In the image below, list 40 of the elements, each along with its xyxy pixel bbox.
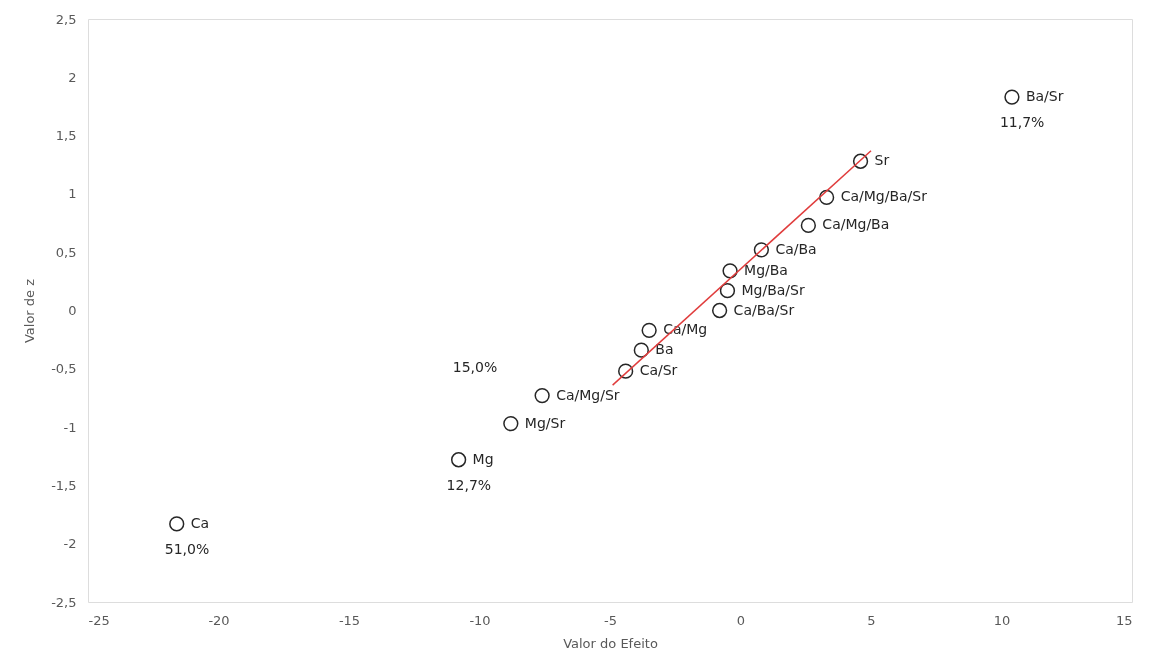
y-tick-label: 1,5 — [55, 128, 77, 144]
annotation: Ca/Ba — [775, 240, 817, 257]
x-tick-label: 10 — [993, 612, 1011, 628]
annotation: Mg/Ba/Sr — [741, 281, 805, 298]
y-tick-label: -1 — [63, 419, 77, 435]
x-tick-label: 0 — [736, 612, 746, 628]
y-axis-title: Valor de z — [22, 278, 38, 344]
annotation: Ca/Mg/Sr — [556, 386, 620, 403]
annotation: Mg — [472, 450, 494, 467]
annotation: Ca/Mg/Ba/Sr — [840, 188, 928, 205]
y-tick-label: 2 — [68, 69, 77, 85]
annotation: Ba/Sr — [1025, 88, 1064, 105]
x-tick-label: -25 — [88, 612, 110, 628]
y-tick-label: 2,5 — [55, 11, 77, 27]
annotation: Ca — [190, 514, 210, 531]
annotation: Sr — [874, 152, 890, 169]
annotation: 51,0% — [164, 540, 210, 557]
y-tick-label: 0,5 — [55, 244, 77, 260]
y-tick-label: 1 — [68, 186, 77, 202]
x-axis-title: Valor do Efeito — [563, 635, 658, 651]
annotation: 12,7% — [446, 476, 492, 493]
x-tick-label: -15 — [338, 612, 361, 628]
x-tick-label: 15 — [1115, 612, 1133, 628]
annotation: Ca/Ba/Sr — [733, 301, 795, 318]
y-tick-label: 0 — [68, 303, 77, 318]
annotation: Mg/Ba — [744, 261, 788, 278]
annotation: 11,7% — [999, 114, 1045, 131]
annotation: Ca/Sr — [639, 362, 678, 379]
x-tick-label: -10 — [469, 612, 491, 628]
annotation: 15,0% — [452, 359, 498, 375]
x-tick-label: -20 — [208, 612, 230, 628]
y-tick-label: -2 — [63, 536, 77, 552]
annotation: Mg/Sr — [524, 414, 566, 431]
annotation: Ca/Mg/Ba — [822, 216, 890, 233]
annotation: Ba — [655, 341, 674, 358]
y-tick-label: -2,5 — [51, 594, 77, 610]
x-tick-label: -5 — [604, 612, 617, 628]
x-tick-label: 5 — [867, 612, 876, 628]
y-tick-label: -1,5 — [51, 477, 77, 493]
y-tick-label: -0,5 — [51, 361, 77, 377]
